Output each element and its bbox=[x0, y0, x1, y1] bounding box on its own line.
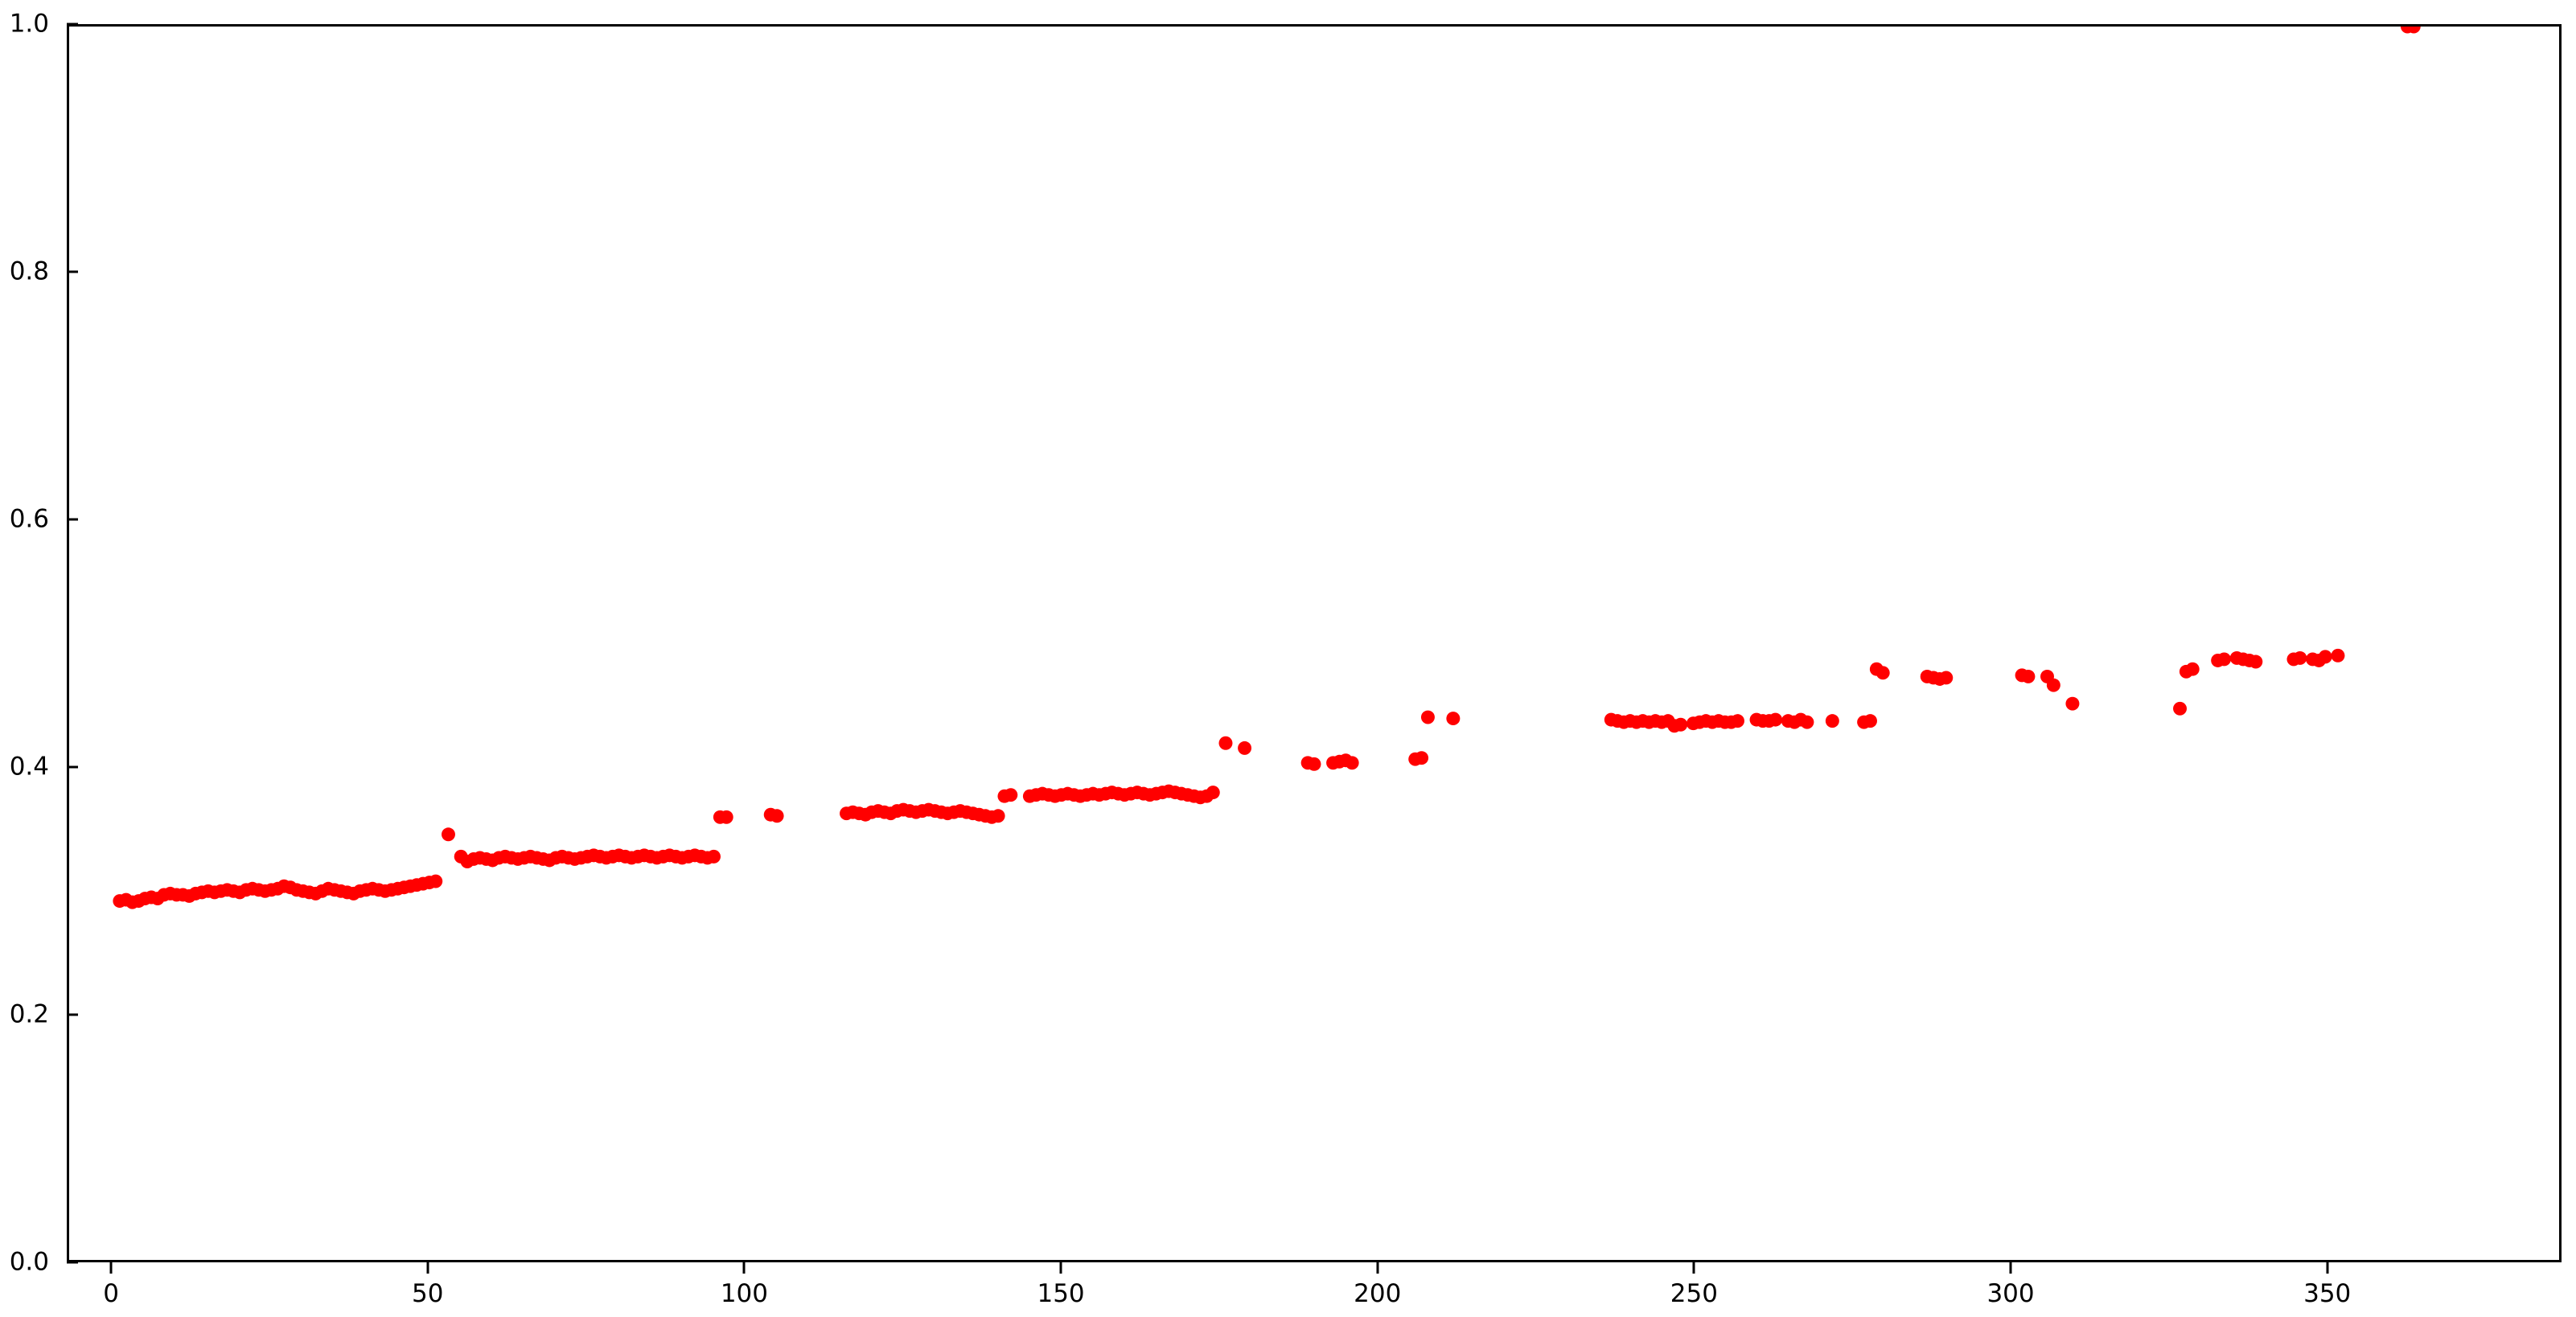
data-point bbox=[1238, 741, 1252, 755]
data-point bbox=[1345, 756, 1359, 770]
data-point bbox=[1004, 788, 1018, 802]
data-point bbox=[2046, 678, 2060, 692]
y-tick-label: 0.8 bbox=[9, 256, 49, 286]
y-tick-mark bbox=[67, 270, 78, 273]
data-point bbox=[2021, 669, 2036, 683]
data-point bbox=[1674, 717, 1688, 732]
data-point bbox=[2217, 652, 2232, 667]
y-tick-mark bbox=[67, 765, 78, 769]
data-point bbox=[1420, 710, 1435, 724]
y-tick-label: 0.4 bbox=[9, 752, 49, 782]
data-point bbox=[770, 809, 784, 823]
data-point bbox=[429, 874, 443, 888]
x-tick-label: 50 bbox=[412, 1279, 444, 1308]
data-point bbox=[719, 810, 733, 824]
data-point bbox=[1218, 736, 1233, 750]
data-point bbox=[2185, 662, 2200, 676]
x-tick-mark bbox=[2326, 1262, 2329, 1274]
data-point bbox=[991, 809, 1005, 823]
x-tick-mark bbox=[742, 1262, 746, 1274]
x-tick-label: 200 bbox=[1354, 1279, 1402, 1308]
x-tick-label: 150 bbox=[1037, 1279, 1085, 1308]
data-point bbox=[2173, 701, 2188, 716]
data-point bbox=[1825, 714, 1839, 728]
y-tick-label: 0.6 bbox=[9, 504, 49, 534]
data-point bbox=[1206, 786, 1220, 800]
y-tick-mark bbox=[67, 1013, 78, 1016]
data-point bbox=[2249, 654, 2263, 669]
x-tick-mark bbox=[1376, 1262, 1379, 1274]
data-point bbox=[1730, 714, 1744, 728]
x-tick-mark bbox=[426, 1262, 429, 1274]
data-point bbox=[2318, 650, 2332, 664]
data-point bbox=[707, 849, 721, 864]
plot-axes bbox=[67, 24, 2562, 1262]
data-point bbox=[1446, 712, 1461, 726]
data-point bbox=[1307, 757, 1321, 771]
y-tick-label: 0.2 bbox=[9, 999, 49, 1029]
x-tick-label: 350 bbox=[2303, 1279, 2352, 1308]
data-point bbox=[441, 827, 455, 842]
data-point bbox=[1863, 714, 1877, 728]
x-tick-label: 300 bbox=[1986, 1279, 2035, 1308]
x-tick-mark bbox=[1692, 1262, 1695, 1274]
y-tick-label: 1.0 bbox=[9, 9, 49, 39]
x-tick-label: 0 bbox=[103, 1279, 119, 1308]
y-tick-mark bbox=[67, 23, 78, 26]
data-point bbox=[2406, 27, 2421, 34]
data-point bbox=[1876, 666, 1890, 680]
data-point bbox=[2065, 696, 2080, 711]
scatter-points-layer bbox=[113, 27, 2421, 909]
data-point bbox=[2293, 650, 2307, 665]
y-tick-mark bbox=[67, 1261, 78, 1264]
y-tick-label: 0.0 bbox=[9, 1247, 49, 1277]
data-point bbox=[1800, 715, 1814, 729]
x-tick-mark bbox=[1059, 1262, 1062, 1274]
x-tick-label: 250 bbox=[1670, 1279, 1718, 1308]
data-point bbox=[2331, 648, 2345, 663]
x-tick-mark bbox=[109, 1262, 113, 1274]
x-tick-mark bbox=[2009, 1262, 2012, 1274]
data-point bbox=[1415, 751, 1429, 765]
x-tick-label: 100 bbox=[720, 1279, 768, 1308]
y-tick-mark bbox=[67, 518, 78, 521]
data-point bbox=[1939, 671, 1954, 685]
data-point bbox=[1769, 712, 1783, 727]
scatter-series bbox=[113, 27, 2421, 909]
